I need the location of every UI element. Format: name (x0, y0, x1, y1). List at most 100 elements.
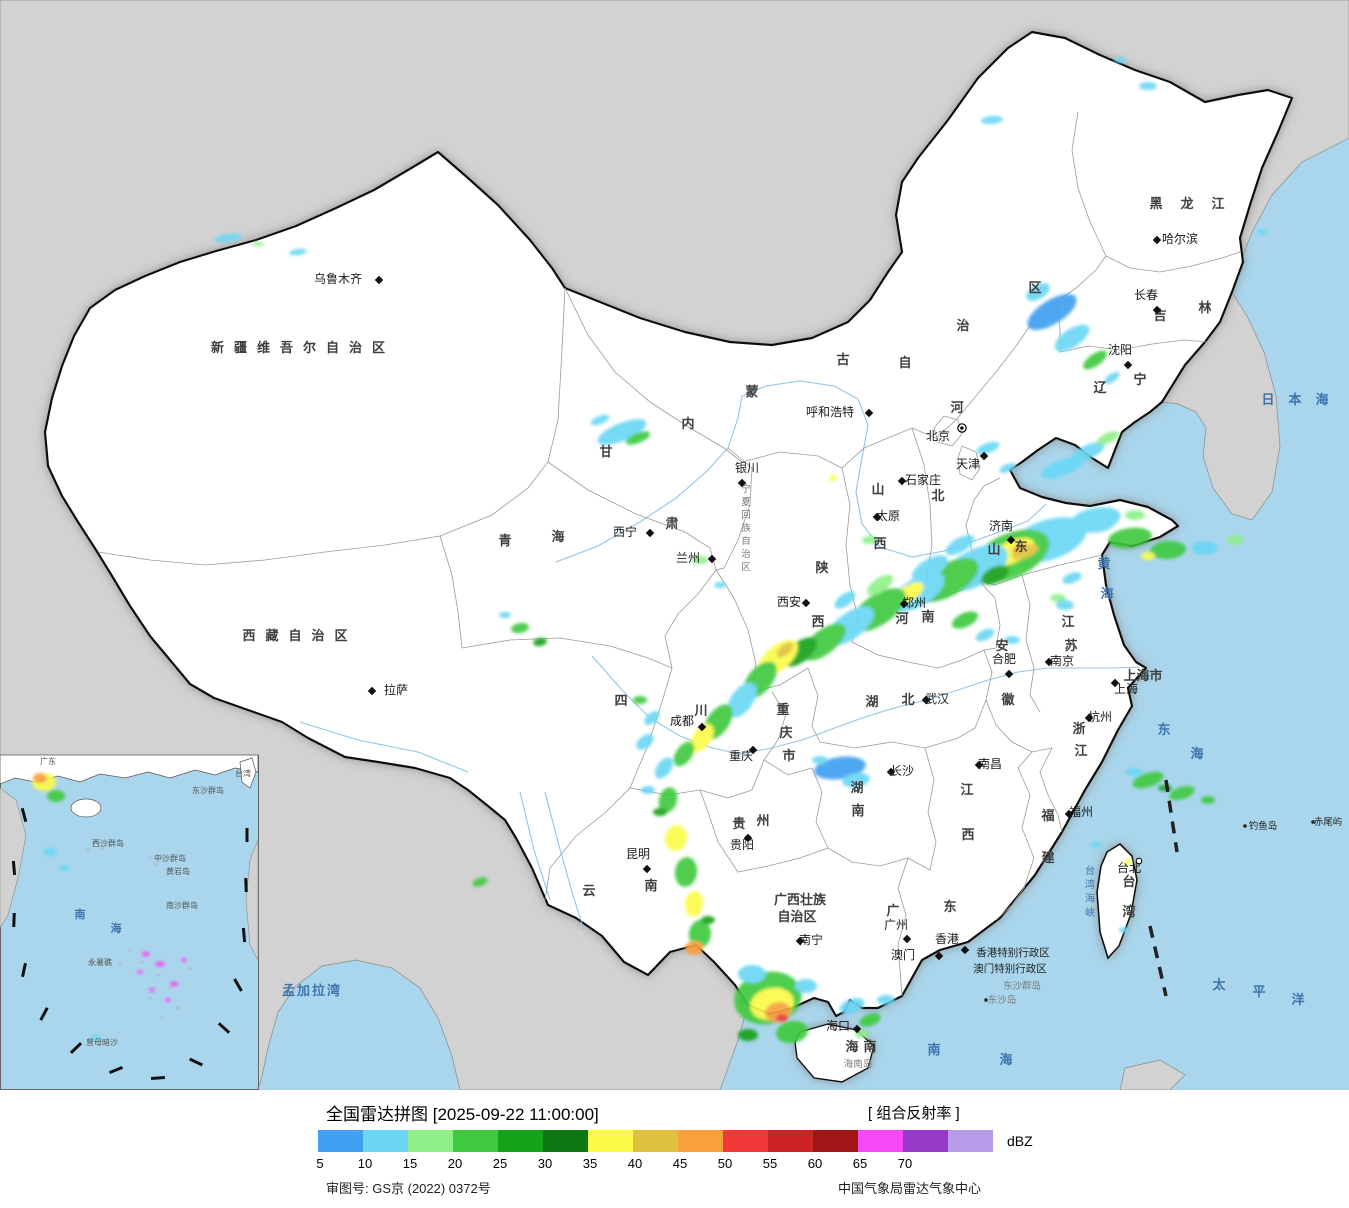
dbz-tick: 65 (852, 1156, 868, 1171)
radar-echo (776, 1020, 808, 1044)
tianjin-boundary (957, 445, 981, 481)
dbz-tick: 45 (672, 1156, 688, 1171)
city-label: 香港 (935, 932, 959, 946)
province-label: 上海市 (1123, 668, 1162, 683)
city-diamond-marker (737, 478, 747, 488)
radar-echo (692, 556, 708, 564)
province-label: 黑龙江 (1149, 196, 1242, 211)
province-label: 建 (1041, 850, 1054, 865)
nine-dash-segment (233, 978, 243, 992)
sea-label: 海 (999, 1052, 1012, 1067)
province-label: 自 (898, 355, 911, 370)
city-label: 拉萨 (384, 682, 408, 697)
dbz-color-cell (498, 1130, 543, 1152)
inset-hainan (70, 798, 102, 818)
map-approval-number: 审图号: GS京 (2022) 0372号 (326, 1181, 491, 1196)
nine-dash-segment (217, 1022, 231, 1034)
small-label: 回 (741, 510, 751, 521)
sea-label: 孟加拉湾 (282, 983, 342, 998)
radar-echo (1083, 350, 1107, 370)
province-border-line (461, 637, 673, 669)
radar-echo (1125, 510, 1145, 520)
inset-island-dot (86, 848, 90, 852)
province-border-line (715, 447, 753, 571)
radar-echo (511, 622, 529, 634)
city-diamond-marker (707, 554, 717, 564)
province-label: 江 (1074, 743, 1087, 758)
province-label: 新疆维吾尔自治区 (211, 340, 395, 355)
radar-echo (170, 981, 178, 987)
radar-echo (673, 741, 695, 767)
province-border-line (564, 287, 743, 463)
nine-dash-segment (245, 828, 249, 842)
radar-echo (633, 696, 647, 704)
radar-echo (91, 1035, 101, 1041)
inset-island-dot (118, 963, 122, 967)
dbz-tick: 30 (537, 1156, 553, 1171)
radar-echo (597, 419, 647, 445)
radar-echo (1104, 371, 1120, 385)
sar-label: 澳门特别行政区 (973, 962, 1047, 975)
inset-island-dot (168, 986, 172, 990)
province-label: 山 (871, 482, 884, 497)
province-label: 北 (931, 488, 944, 503)
radar-echo (842, 772, 870, 788)
city-diamond-marker (1123, 360, 1133, 370)
radar-echo (945, 534, 975, 556)
radar-echo (1085, 517, 1115, 533)
small-label: 东沙群岛 (1003, 980, 1041, 992)
province-label: 州 (755, 813, 769, 828)
province-border-line (977, 579, 1001, 651)
inset-island-dot (156, 973, 160, 977)
radar-echo (701, 916, 715, 924)
radar-echo (289, 248, 307, 256)
nine-dash-segment (11, 860, 17, 876)
inset-label: 广东 (40, 756, 56, 766)
province-border-line (807, 667, 987, 749)
radar-echo (776, 642, 794, 658)
province-label: 陕 (815, 560, 829, 575)
province-label: 安 (995, 638, 1008, 653)
city-label: 郑州 (902, 595, 926, 610)
dbz-tick: 20 (447, 1156, 463, 1171)
province-border-line (763, 691, 813, 776)
radar-echo (137, 970, 143, 974)
radar-echo (1125, 768, 1143, 776)
inset-label: 曾母暗沙 (86, 1037, 118, 1047)
radar-echo (1026, 283, 1050, 301)
province-label: 贵 (732, 816, 745, 831)
city-diamond-marker (899, 599, 909, 609)
radar-echo-layer (214, 57, 1267, 1044)
dbz-tick: 50 (717, 1156, 733, 1171)
province-border-line (827, 847, 909, 997)
radar-echo (636, 734, 654, 750)
inset-taiwan (239, 757, 257, 789)
dbz-tick: 70 (897, 1156, 913, 1171)
radar-echo (1124, 859, 1132, 865)
inset-island-dot (160, 1016, 164, 1020)
radar-echo (1108, 527, 1152, 549)
dbz-tick: 25 (492, 1156, 508, 1171)
radar-echo (951, 611, 979, 629)
province-border-line (439, 535, 463, 649)
city-diamond-marker (748, 745, 758, 755)
radar-echo (142, 951, 150, 957)
radar-echo (674, 857, 698, 887)
province-border-line (1047, 794, 1063, 833)
province-border-line (547, 461, 717, 571)
dbz-color-cell (363, 1130, 408, 1152)
province-label: 辽 (1093, 380, 1107, 395)
radar-echo (738, 965, 766, 983)
province-label: 江 (960, 782, 973, 797)
province-label: 湾 (1122, 904, 1135, 919)
inset-island-dot (188, 966, 192, 970)
dbz-tick: 55 (762, 1156, 778, 1171)
dbz-color-cell (588, 1130, 633, 1152)
radar-echo (1056, 600, 1074, 610)
radar-echo (1192, 541, 1218, 555)
city-diamond-marker (795, 936, 805, 946)
city-label: 沈阳 (1108, 342, 1132, 357)
city-diamond-marker (886, 767, 896, 777)
